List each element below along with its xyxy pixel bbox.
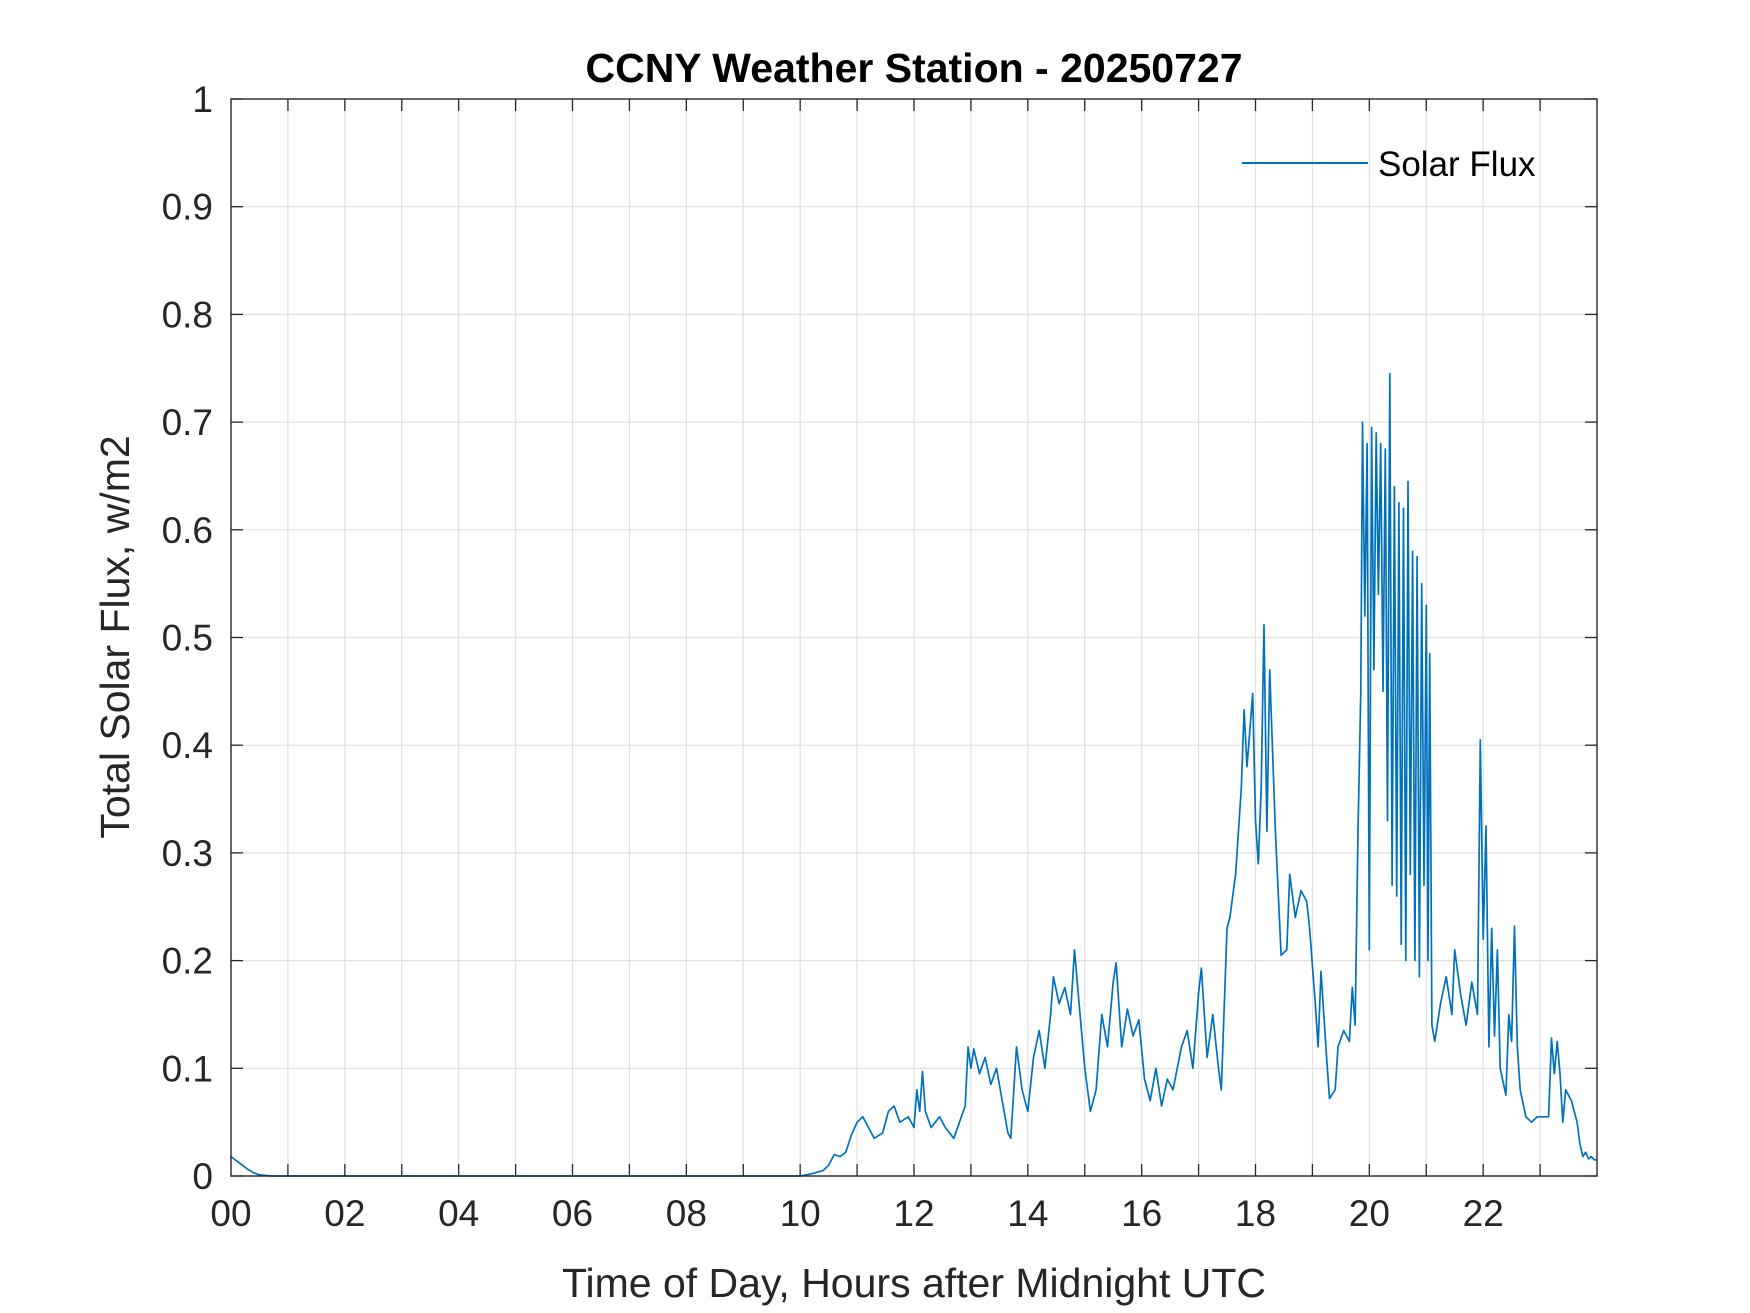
y-tick-label: 0.8 [162,294,213,335]
y-tick-label: 0.7 [162,402,213,443]
x-tick-label: 08 [666,1193,707,1234]
x-tick-label: 12 [893,1193,934,1234]
x-tick-label: 02 [324,1193,365,1234]
legend: Solar Flux [1242,145,1536,184]
legend-label-solar-flux: Solar Flux [1378,145,1536,184]
y-tick-label: 0.9 [162,187,213,228]
x-tick-label: 16 [1121,1193,1162,1234]
x-tick-label: 04 [438,1193,479,1234]
x-tick-label: 10 [780,1193,821,1234]
x-tick-label: 06 [552,1193,593,1234]
x-tick-label: 18 [1235,1193,1276,1234]
series-line-solar-flux [230,372,1597,1177]
y-tick-label: 0.3 [162,833,213,874]
y-tick-label: 0.5 [162,618,213,659]
y-tick-label: 0 [192,1156,213,1197]
ticks [231,98,1597,1177]
x-tick-label: 14 [1007,1193,1048,1234]
x-tick-label: 20 [1349,1193,1390,1234]
x-axis-label: Time of Day, Hours after Midnight UTC [562,1260,1266,1306]
y-axis-label: Total Solar Flux, w/m2 [92,435,138,838]
chart-title: CCNY Weather Station - 20250727 [585,45,1242,91]
y-tick-label: 0.1 [162,1048,213,1089]
y-tick-label: 1 [192,79,213,120]
y-tick-label: 0.6 [162,510,213,551]
x-tick-label: 00 [210,1193,251,1234]
y-tick-label: 0.4 [162,725,213,766]
tick-labels: 00 02 04 06 08 10 12 14 16 18 20 22 0 0.1 0.2 0.3 0.4 0.5… [162,79,1504,1234]
data-area [230,372,1597,1177]
y-tick-label: 0.2 [162,941,213,982]
x-tick-label: 22 [1463,1193,1504,1234]
